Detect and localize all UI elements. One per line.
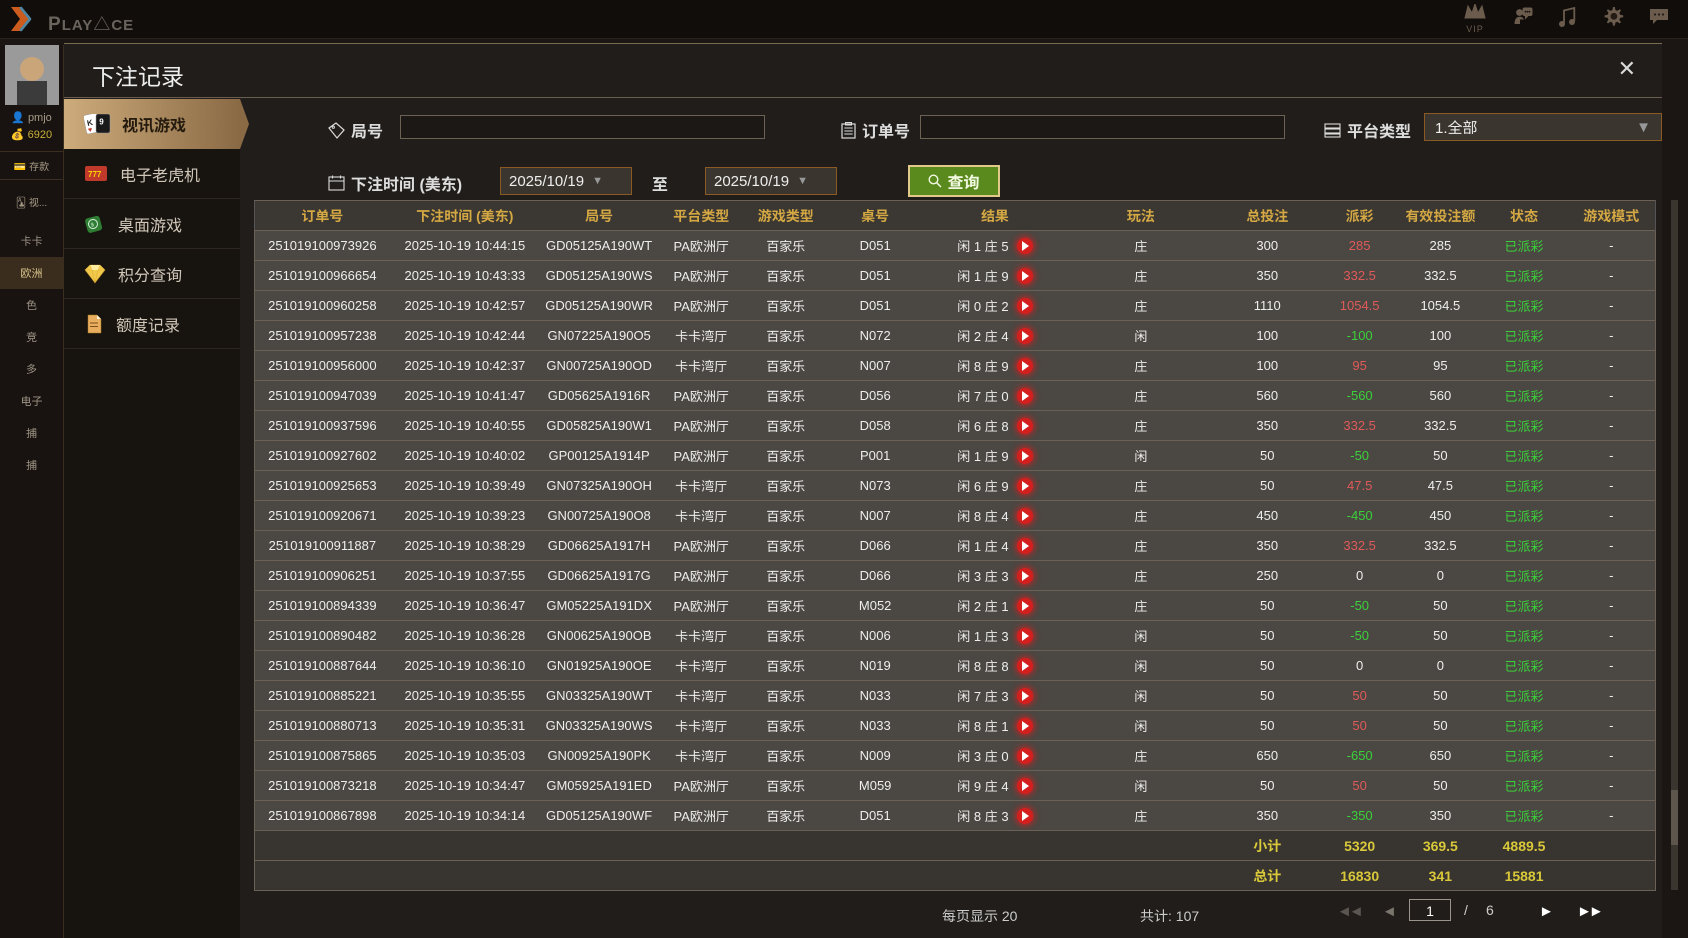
svg-text:9: 9 [99,118,104,127]
svg-text:777: 777 [88,170,102,179]
